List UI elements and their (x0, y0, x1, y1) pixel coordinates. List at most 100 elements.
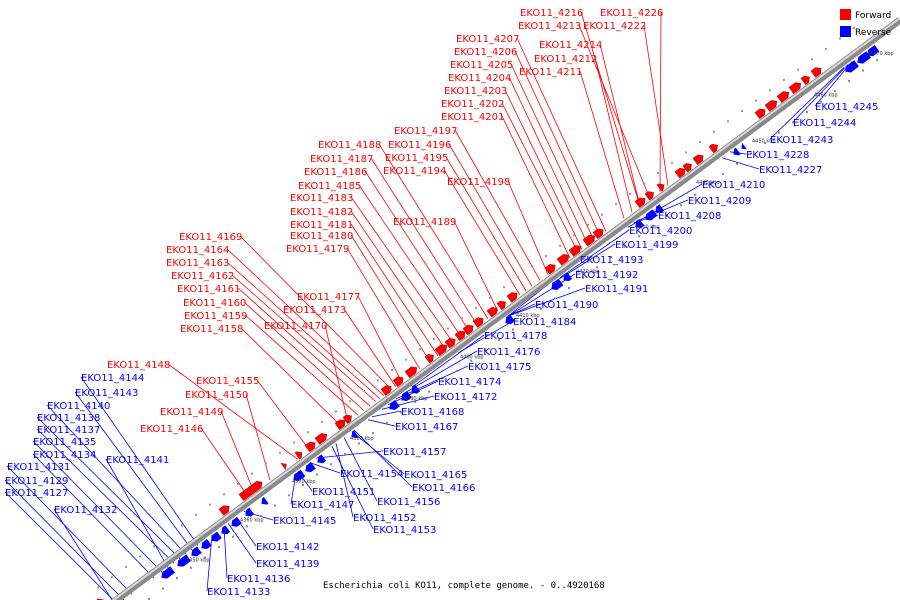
forward-gene-arrow[interactable] (218, 503, 232, 516)
forward-gene-label[interactable]: EKO11_4204 (448, 73, 511, 84)
reverse-gene-arrow[interactable] (731, 147, 741, 158)
reverse-gene-label[interactable]: EKO11_4245 (815, 102, 878, 113)
reverse-gene-arrow[interactable] (175, 554, 191, 569)
forward-gene-arrow[interactable] (444, 336, 458, 349)
reverse-gene-arrow[interactable] (349, 430, 359, 440)
reverse-gene-label[interactable]: EKO11_4137 (37, 425, 100, 436)
reverse-gene-label[interactable]: EKO11_4191 (585, 284, 648, 295)
reverse-gene-arrow[interactable] (865, 45, 880, 59)
forward-gene-label[interactable]: EKO11_4222 (583, 21, 646, 32)
reverse-gene-arrow[interactable] (159, 566, 175, 581)
forward-gene-arrow[interactable] (682, 161, 694, 173)
reverse-gene-label[interactable]: EKO11_4228 (746, 150, 809, 161)
reverse-gene-arrow[interactable] (315, 454, 327, 465)
forward-gene-arrow[interactable] (776, 89, 791, 103)
reverse-gene-label[interactable]: EKO11_4152 (353, 513, 416, 524)
reverse-gene-arrow[interactable] (387, 399, 400, 412)
forward-gene-arrow[interactable] (424, 352, 436, 364)
forward-gene-label[interactable]: EKO11_4181 (290, 220, 353, 231)
reverse-gene-label[interactable]: EKO11_4151 (312, 487, 375, 498)
forward-gene-label[interactable]: EKO11_4198 (447, 177, 510, 188)
reverse-gene-label[interactable]: EKO11_4134 (33, 450, 96, 461)
forward-gene-arrow[interactable] (634, 195, 648, 208)
forward-gene-label[interactable]: EKO11_4201 (441, 112, 504, 123)
reverse-gene-arrow[interactable] (199, 539, 212, 551)
reverse-gene-label[interactable]: EKO11_4153 (373, 525, 436, 536)
reverse-gene-label[interactable]: EKO11_4165 (404, 470, 467, 481)
forward-gene-label[interactable]: EKO11_4213 (518, 21, 581, 32)
forward-gene-label[interactable]: EKO11_4161 (177, 284, 240, 295)
forward-gene-arrow[interactable] (238, 479, 265, 501)
forward-gene-arrow[interactable] (556, 252, 571, 266)
reverse-gene-arrow[interactable] (229, 516, 242, 529)
forward-gene-arrow[interactable] (454, 329, 468, 342)
forward-gene-label[interactable]: EKO11_4226 (600, 8, 663, 19)
reverse-gene-arrow[interactable] (643, 209, 658, 223)
reverse-gene-arrow[interactable] (291, 469, 306, 484)
forward-gene-label[interactable]: EKO11_4185 (298, 181, 361, 192)
forward-gene-label[interactable]: EKO11_4160 (183, 298, 246, 309)
forward-gene-arrow[interactable] (294, 449, 305, 460)
forward-gene-label[interactable]: EKO11_4214 (539, 40, 602, 51)
forward-gene-arrow[interactable] (582, 233, 597, 247)
forward-gene-arrow[interactable] (656, 181, 667, 192)
forward-gene-arrow[interactable] (592, 226, 606, 239)
reverse-gene-label[interactable]: EKO11_4140 (47, 401, 110, 412)
forward-gene-arrow[interactable] (544, 262, 558, 275)
forward-gene-arrow[interactable] (708, 142, 720, 154)
forward-gene-arrow[interactable] (764, 98, 779, 112)
forward-gene-label[interactable]: EKO11_4164 (166, 245, 229, 256)
forward-gene-label[interactable]: EKO11_4211 (519, 67, 582, 78)
forward-gene-label[interactable]: EKO11_4155 (196, 376, 259, 387)
reverse-gene-label[interactable]: EKO11_4184 (513, 317, 576, 328)
forward-gene-arrow[interactable] (486, 305, 500, 318)
forward-gene-label[interactable]: EKO11_4186 (304, 167, 367, 178)
forward-gene-label[interactable]: EKO11_4169 (179, 232, 242, 243)
forward-gene-label[interactable]: EKO11_4195 (385, 153, 448, 164)
reverse-gene-label[interactable]: EKO11_4145 (273, 516, 336, 527)
reverse-gene-label[interactable]: EKO11_4209 (688, 196, 751, 207)
reverse-gene-label[interactable]: EKO11_4129 (5, 476, 68, 487)
reverse-gene-label[interactable]: EKO11_4190 (535, 300, 598, 311)
reverse-gene-arrow[interactable] (843, 60, 859, 75)
reverse-gene-label[interactable]: EKO11_4174 (438, 377, 501, 388)
forward-gene-arrow[interactable] (314, 431, 329, 445)
reverse-gene-label[interactable]: EKO11_4175 (468, 362, 531, 373)
reverse-gene-label[interactable]: EKO11_4143 (75, 388, 138, 399)
reverse-gene-label[interactable]: EKO11_4157 (383, 447, 446, 458)
reverse-gene-label[interactable]: EKO11_4243 (770, 135, 833, 146)
reverse-gene-label[interactable]: EKO11_4244 (793, 118, 856, 129)
forward-gene-arrow[interactable] (392, 374, 406, 387)
reverse-gene-label[interactable]: EKO11_4193 (580, 255, 643, 266)
forward-gene-label[interactable]: EKO11_4189 (393, 217, 456, 228)
forward-gene-arrow[interactable] (334, 417, 348, 430)
reverse-gene-label[interactable]: EKO11_4167 (395, 422, 458, 433)
forward-gene-label[interactable]: EKO11_4180 (290, 231, 353, 242)
forward-gene-arrow[interactable] (280, 461, 289, 471)
forward-gene-arrow[interactable] (380, 383, 394, 396)
forward-gene-label[interactable]: EKO11_4149 (160, 407, 223, 418)
forward-gene-label[interactable]: EKO11_4146 (140, 424, 203, 435)
forward-gene-label[interactable]: EKO11_4212 (534, 54, 597, 65)
reverse-gene-label[interactable]: EKO11_4127 (5, 488, 68, 499)
forward-gene-label[interactable]: EKO11_4183 (290, 193, 353, 204)
forward-gene-label[interactable]: EKO11_4159 (184, 311, 247, 322)
reverse-gene-arrow[interactable] (633, 219, 645, 230)
forward-gene-arrow[interactable] (644, 189, 656, 201)
forward-gene-label[interactable]: EKO11_4194 (383, 166, 446, 177)
reverse-gene-label[interactable]: EKO11_4172 (434, 392, 497, 403)
reverse-gene-label[interactable]: EKO11_4168 (401, 407, 464, 418)
forward-gene-arrow[interactable] (342, 413, 354, 424)
reverse-gene-label[interactable]: EKO11_4139 (256, 559, 319, 570)
forward-gene-label[interactable]: EKO11_4170 (264, 321, 327, 332)
reverse-gene-arrow[interactable] (259, 497, 269, 507)
reverse-gene-arrow[interactable] (399, 391, 412, 403)
reverse-gene-label[interactable]: EKO11_4199 (615, 240, 678, 251)
reverse-gene-arrow[interactable] (303, 462, 316, 474)
forward-gene-arrow[interactable] (506, 290, 520, 303)
forward-gene-label[interactable]: EKO11_4179 (286, 244, 349, 255)
forward-gene-arrow[interactable] (568, 243, 583, 257)
reverse-gene-label[interactable]: EKO11_4227 (759, 165, 822, 176)
forward-gene-arrow[interactable] (692, 152, 706, 165)
forward-gene-label[interactable]: EKO11_4203 (444, 86, 507, 97)
